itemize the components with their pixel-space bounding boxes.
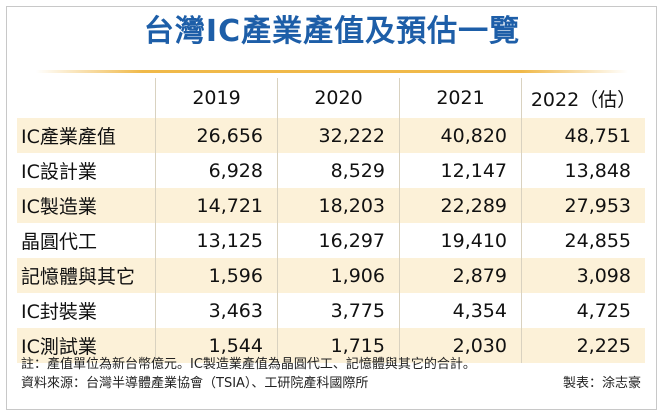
table-row: IC產業產值 26,656 32,222 40,820 48,751 [17, 118, 645, 153]
header-cell-2022: 2022（估） [521, 78, 645, 118]
table-cell: 12,147 [399, 153, 521, 188]
header-cell-2020: 2020 [277, 78, 399, 118]
table-cell: 3,098 [521, 258, 645, 293]
header-cell-category [17, 78, 155, 118]
table-cell: 4,354 [399, 293, 521, 328]
table-header-row: 2019 2020 2021 2022（估） [17, 78, 645, 118]
table-cell: 16,297 [277, 223, 399, 258]
table-cell: 1,596 [155, 258, 277, 293]
table-cell: 2,030 [399, 328, 521, 363]
row-label: IC設計業 [21, 161, 97, 183]
table-cell: 2,225 [521, 328, 645, 363]
table-cell: 4,725 [521, 293, 645, 328]
source-note: 資料來源：台灣半導體產業協會（TSIA）、工研院產科國際所 [21, 376, 369, 391]
table-cell: 13,125 [155, 223, 277, 258]
source-line: 資料來源：台灣半導體產業協會（TSIA）、工研院產科國際所 製表：涂志豪 [21, 374, 641, 393]
table-cell: 32,222 [277, 118, 399, 153]
table-cell: 1,715 [277, 328, 399, 363]
table-cell: 14,721 [155, 188, 277, 223]
unit-note-line: 註：產值單位為新台幣億元。IC製造業產值為晶圓代工、記憶體與其它的合計。 [21, 355, 641, 374]
table-cell: 3,463 [155, 293, 277, 328]
table-row: IC設計業 6,928 8,529 12,147 13,848 [17, 153, 645, 188]
table-cell: 2,879 [399, 258, 521, 293]
row-label: IC產業產值 [21, 126, 116, 148]
table-row: 晶圓代工 13,125 16,297 19,410 24,855 [17, 223, 645, 258]
table-cell: 19,410 [399, 223, 521, 258]
data-table: 2019 2020 2021 2022（估） IC產業產值 26,656 32,… [17, 78, 645, 363]
row-label: 記憶體與其它 [21, 266, 136, 288]
unit-note: 註：產值單位為新台幣億元。IC製造業產值為晶圓代工、記憶體與其它的合計。 [21, 357, 476, 372]
row-label: IC測試業 [21, 336, 97, 358]
title-underline [36, 70, 628, 73]
table-cell: 13,848 [521, 153, 645, 188]
table-cell: 26,656 [155, 118, 277, 153]
table-cell: 8,529 [277, 153, 399, 188]
table-cell: 48,751 [521, 118, 645, 153]
table-cell: 1,544 [155, 328, 277, 363]
table-cell: 6,928 [155, 153, 277, 188]
table-row: IC測試業 1,544 1,715 2,030 2,225 [17, 328, 645, 363]
footnotes: 註：產值單位為新台幣億元。IC製造業產值為晶圓代工、記憶體與其它的合計。 資料來… [21, 355, 641, 393]
row-label: IC封裝業 [21, 301, 97, 323]
table-row: IC封裝業 3,463 3,775 4,354 4,725 [17, 293, 645, 328]
header-cell-2021: 2021 [399, 78, 521, 118]
table-row: IC製造業 14,721 18,203 22,289 27,953 [17, 188, 645, 223]
row-label: IC製造業 [21, 196, 97, 218]
page-title: 台灣IC產業產值及預估一覽 [143, 14, 521, 49]
table-cell: 24,855 [521, 223, 645, 258]
table-cell: 3,775 [277, 293, 399, 328]
credit-note: 製表：涂志豪 [562, 376, 641, 391]
table-cell: 27,953 [521, 188, 645, 223]
table-row: 記憶體與其它 1,596 1,906 2,879 3,098 [17, 258, 645, 293]
header-cell-2019: 2019 [155, 78, 277, 118]
table-cell: 22,289 [399, 188, 521, 223]
table-cell: 40,820 [399, 118, 521, 153]
row-label: 晶圓代工 [21, 231, 98, 253]
table-cell: 1,906 [277, 258, 399, 293]
table-cell: 18,203 [277, 188, 399, 223]
